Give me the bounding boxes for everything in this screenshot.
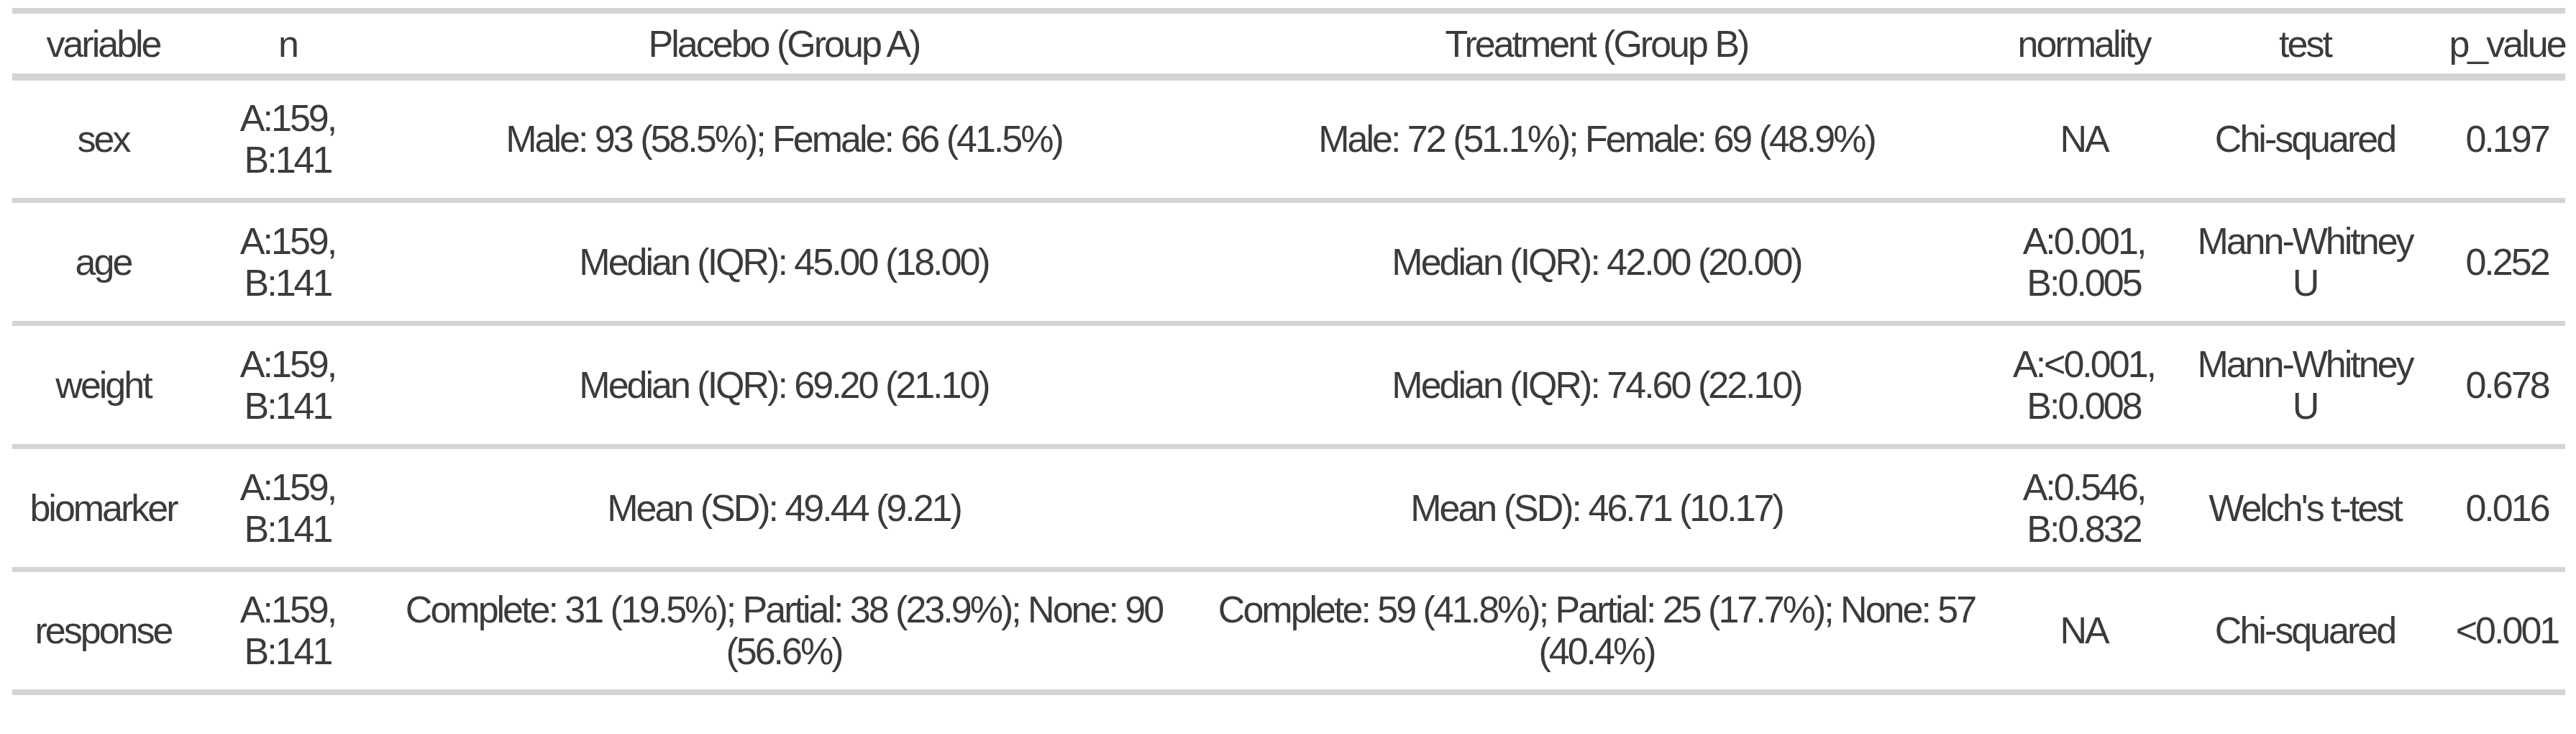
cell-biomarker-normality: A:0.546, B:0.832: [2006, 446, 2161, 569]
cell-weight-normality: A:<0.001, B:0.008: [2006, 323, 2161, 446]
cell-sex-test: Chi-squared: [2161, 77, 2449, 200]
cell-age-normality: A:0.001, B:0.005: [2006, 200, 2161, 323]
column-header-placebo-group-a[interactable]: Placebo (Group A): [381, 11, 1187, 77]
cell-response-p-value: <0.001: [2449, 569, 2565, 692]
table-row-response: response A:159, B:141 Complete: 31 (19.5…: [12, 569, 2565, 692]
cell-response-test: Chi-squared: [2161, 569, 2449, 692]
table-row-age: age A:159, B:141 Median (IQR): 45.00 (18…: [12, 200, 2565, 323]
column-header-n[interactable]: n: [194, 11, 381, 77]
cell-biomarker-test: Welch's t-test: [2161, 446, 2449, 569]
cell-age-p-value: 0.252: [2449, 200, 2565, 323]
cell-sex-normality: NA: [2006, 77, 2161, 200]
cell-age-n: A:159, B:141: [194, 200, 381, 323]
cell-response-n: A:159, B:141: [194, 569, 381, 692]
cell-response-placebo: Complete: 31 (19.5%); Partial: 38 (23.9%…: [381, 569, 1187, 692]
cell-biomarker-p-value: 0.016: [2449, 446, 2565, 569]
cell-weight-n: A:159, B:141: [194, 323, 381, 446]
table-row-sex: sex A:159, B:141 Male: 93 (58.5%); Femal…: [12, 77, 2565, 200]
cell-weight-treatment: Median (IQR): 74.60 (22.10): [1187, 323, 2006, 446]
cell-response-treatment: Complete: 59 (41.8%); Partial: 25 (17.7%…: [1187, 569, 2006, 692]
cell-age-variable: age: [12, 200, 194, 323]
table-row-biomarker: biomarker A:159, B:141 Mean (SD): 49.44 …: [12, 446, 2565, 569]
cell-biomarker-variable: biomarker: [12, 446, 194, 569]
column-header-test[interactable]: test: [2161, 11, 2449, 77]
cell-weight-placebo: Median (IQR): 69.20 (21.10): [381, 323, 1187, 446]
cell-biomarker-treatment: Mean (SD): 46.71 (10.17): [1187, 446, 2006, 569]
summary-statistics-table: variable n Placebo (Group A) Treatment (…: [12, 8, 2565, 695]
cell-sex-placebo: Male: 93 (58.5%); Female: 66 (41.5%): [381, 77, 1187, 200]
cell-age-treatment: Median (IQR): 42.00 (20.00): [1187, 200, 2006, 323]
cell-sex-p-value: 0.197: [2449, 77, 2565, 200]
cell-sex-treatment: Male: 72 (51.1%); Female: 69 (48.9%): [1187, 77, 2006, 200]
cell-sex-variable: sex: [12, 77, 194, 200]
cell-response-variable: response: [12, 569, 194, 692]
cell-age-test: Mann-Whitney U: [2161, 200, 2449, 323]
column-header-variable[interactable]: variable: [12, 11, 194, 77]
cell-weight-test: Mann-Whitney U: [2161, 323, 2449, 446]
cell-age-placebo: Median (IQR): 45.00 (18.00): [381, 200, 1187, 323]
report-canvas: variable n Placebo (Group A) Treatment (…: [0, 0, 2576, 734]
cell-biomarker-placebo: Mean (SD): 49.44 (9.21): [381, 446, 1187, 569]
cell-response-normality: NA: [2006, 569, 2161, 692]
cell-weight-p-value: 0.678: [2449, 323, 2565, 446]
cell-weight-variable: weight: [12, 323, 194, 446]
cell-sex-n: A:159, B:141: [194, 77, 381, 200]
column-header-normality[interactable]: normality: [2006, 11, 2161, 77]
header-row: variable n Placebo (Group A) Treatment (…: [12, 11, 2565, 77]
column-header-treatment-group-b[interactable]: Treatment (Group B): [1187, 11, 2006, 77]
table-row-weight: weight A:159, B:141 Median (IQR): 69.20 …: [12, 323, 2565, 446]
cell-biomarker-n: A:159, B:141: [194, 446, 381, 569]
column-header-p-value[interactable]: p_value: [2449, 11, 2565, 77]
